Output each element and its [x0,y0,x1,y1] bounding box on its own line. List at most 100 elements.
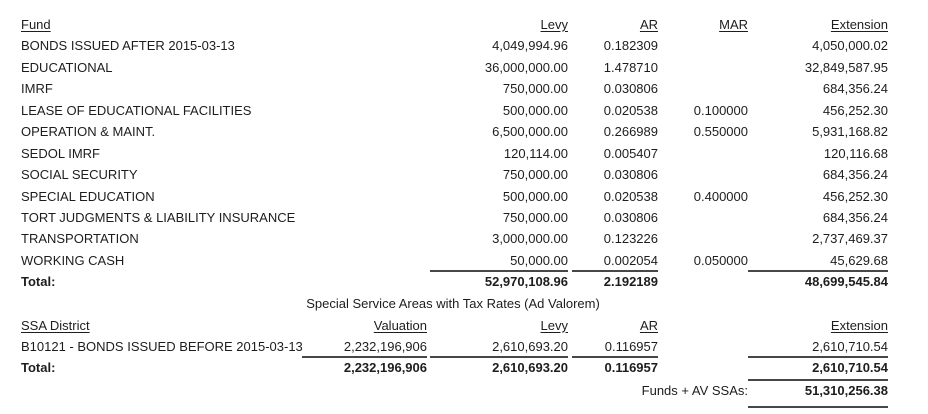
mar-value: 0.400000 [693,188,748,204]
extension-value: 684,356.24 [822,81,888,97]
mar-value [658,164,748,185]
fund-name: WORKING CASH [21,252,125,268]
funds-total-rule-levy [430,270,568,272]
ssa-ar-value: 0.116957 [604,338,658,354]
ssa-total-rule-ar [572,356,658,358]
levy-value: 750,000.00 [502,167,568,183]
total-label: Total: [21,360,56,376]
ar-value: 0.030806 [603,81,658,97]
ar-value: 0.002054 [603,252,658,268]
table-row: OPERATION & MAINT. 6,500,000.00 0.266989… [0,121,928,142]
grand-total-rule-bottom [748,406,888,408]
spacer-cell [658,315,748,336]
fund-name: SPECIAL EDUCATION [21,188,155,204]
ar-value: 1.478710 [603,59,658,75]
table-row: IMRF 750,000.00 0.030806 684,356.24 [0,78,928,99]
table-row: TRANSPORTATION 3,000,000.00 0.123226 2,7… [0,228,928,249]
ar-value: 0.030806 [603,209,658,225]
extension-column-header: Extension [830,17,888,32]
valuation-value: 2,232,196,906 [343,338,427,354]
levy-value: 750,000.00 [502,209,568,225]
mar-value: 0.550000 [693,124,748,140]
spacer-cell [658,336,748,357]
extension-value: 2,737,469.37 [812,231,888,247]
fund-name: SOCIAL SECURITY [21,167,138,183]
extension-value: 684,356.24 [822,167,888,183]
levy-value: 6,500,000.00 [492,124,568,140]
total-label: Total: [21,274,56,290]
total-ar-value: 2.192189 [603,274,658,290]
ssa-total-rule-levy [430,356,568,358]
mar-value [658,35,748,56]
fund-name: SEDOL IMRF [21,145,100,161]
grand-total-label: Funds + AV SSAs: [641,383,748,398]
mar-value [658,57,748,78]
levy-value: 750,000.00 [502,81,568,97]
ar-value: 0.123226 [603,231,658,247]
funds-total-rule-extension [748,270,888,272]
extension-value: 5,931,168.82 [812,124,888,140]
grand-total-row: Funds + AV SSAs: 51,310,256.38 [0,380,928,401]
funds-table: Fund Levy AR MAR Extension BONDS ISSUED … [0,14,928,293]
table-row: WORKING CASH 50,000.00 0.002054 0.050000… [0,250,928,271]
table-row: SEDOL IMRF 120,114.00 0.005407 120,116.6… [0,143,928,164]
levy-value: 36,000,000.00 [484,59,568,75]
ssa-levy-column-header: Levy [540,317,568,333]
ssa-table-header-row: SSA District Valuation Levy AR Extension [0,315,928,336]
fund-name: BONDS ISSUED AFTER 2015-03-13 [21,38,235,54]
ar-value: 0.182309 [603,38,658,54]
ar-value: 0.020538 [603,188,658,204]
ssa-table-row: B10121 - BONDS ISSUED BEFORE 2015-03-13 … [0,336,928,357]
mar-value: 0.100000 [693,102,748,118]
table-row: LEASE OF EDUCATIONAL FACILITIES 500,000.… [0,100,928,121]
fund-column-header: Fund [21,17,51,32]
fund-name: IMRF [21,81,53,97]
ssa-ar-column-header: AR [639,317,658,333]
levy-value: 4,049,994.96 [492,38,568,54]
table-row: SOCIAL SECURITY 750,000.00 0.030806 684,… [0,164,928,185]
levy-value: 500,000.00 [502,188,568,204]
fund-name: OPERATION & MAINT. [21,124,156,140]
ssa-total-rule-valuation [302,356,427,358]
extension-value: 456,252.30 [822,188,888,204]
table-row: SPECIAL EDUCATION 500,000.00 0.020538 0.… [0,186,928,207]
extension-value: 120,116.68 [823,145,888,161]
mar-value [658,78,748,99]
ssa-extension-value: 2,610,710.54 [812,338,888,354]
total-mar-value [658,271,748,292]
funds-table-header-row: Fund Levy AR MAR Extension [0,14,928,35]
mar-value: 0.050000 [693,252,748,268]
ssa-total-rule-extension [748,356,888,358]
levy-value: 120,114.00 [503,145,568,161]
fund-name: EDUCATIONAL [21,59,113,75]
levy-column-header: Levy [540,17,568,32]
ssa-extension-column-header: Extension [830,317,888,333]
extension-value: 684,356.24 [822,209,888,225]
extension-value: 456,252.30 [822,102,888,118]
fund-name: LEASE OF EDUCATIONAL FACILITIES [21,102,252,118]
ssa-section-title: Special Service Areas with Tax Rates (Ad… [306,296,600,311]
table-row: EDUCATIONAL 36,000,000.00 1.478710 32,84… [0,57,928,78]
funds-total-rule-ar [572,270,658,272]
extension-value: 32,849,587.95 [804,59,888,75]
mar-column-header: MAR [719,17,748,32]
valuation-column-header: Valuation [373,317,427,333]
mar-value [658,143,748,164]
ssa-district-column-header: SSA District [21,317,90,333]
total-levy-value: 52,970,108.96 [484,274,568,290]
ar-value: 0.005407 [603,145,658,161]
ssa-table: SSA District Valuation Levy AR Extension… [0,315,928,379]
grand-total-value: 51,310,256.38 [804,383,888,398]
total-valuation-value: 2,232,196,906 [343,360,427,376]
funds-total-row: Total: 52,970,108.96 2.192189 48,699,545… [0,271,928,292]
ar-value: 0.266989 [603,124,658,140]
fund-name: TORT JUDGMENTS & LIABILITY INSURANCE [21,209,296,225]
ar-column-header: AR [639,17,658,32]
mar-value [658,207,748,228]
table-row: BONDS ISSUED AFTER 2015-03-13 4,049,994.… [0,35,928,56]
levy-value: 500,000.00 [502,102,568,118]
levy-value: 3,000,000.00 [492,231,568,247]
extension-value: 4,050,000.02 [812,38,888,54]
table-row: TORT JUDGMENTS & LIABILITY INSURANCE 750… [0,207,928,228]
spacer-cell [658,357,748,378]
